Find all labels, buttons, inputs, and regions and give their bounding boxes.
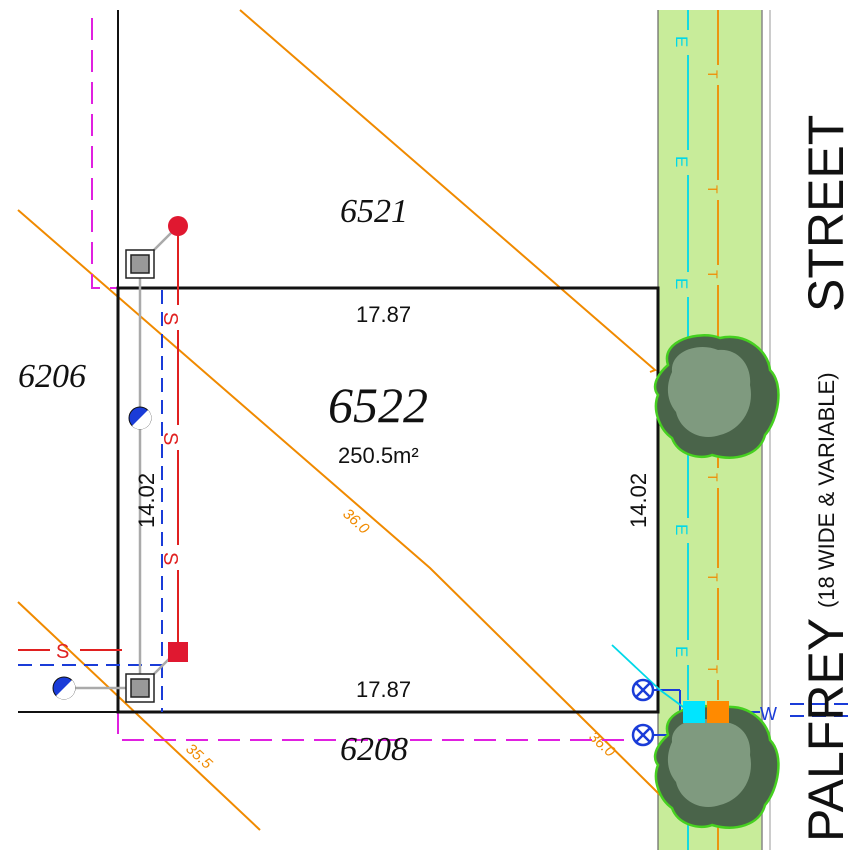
easement-south xyxy=(117,712,640,741)
lot-main-number: 6522 xyxy=(328,377,428,433)
contour-lines xyxy=(17,9,661,831)
sewer-inspection-point-icon xyxy=(168,642,188,662)
contour-36-main xyxy=(17,209,661,796)
sewer-label-1: S xyxy=(159,312,181,325)
contour-label-36-lower: 36.0 xyxy=(585,728,619,761)
dim-right: 14.02 xyxy=(626,473,651,528)
electric-pit-icon xyxy=(683,701,705,723)
water-valve-south-icon xyxy=(631,723,655,747)
sewer-label-west: S xyxy=(56,641,69,663)
contour-label-355: 35.5 xyxy=(182,740,216,773)
sewer-main xyxy=(18,228,179,651)
water-valve-north-icon xyxy=(631,678,655,702)
sewer-manhole-icon xyxy=(168,216,188,236)
sewer-label-3: S xyxy=(159,552,181,565)
telecom-label-5: T xyxy=(705,473,721,482)
sewer-label-2: S xyxy=(159,432,181,445)
street-tree-north-icon xyxy=(653,334,780,459)
easement-lines xyxy=(91,18,640,741)
street-tree-south-icon xyxy=(653,704,780,829)
lot-south-number: 6208 xyxy=(340,731,408,768)
water-code-label: W xyxy=(760,704,777,724)
electric-label-1: E xyxy=(672,36,691,47)
telecom-label-2: T xyxy=(705,185,721,194)
street-name-part2: STREET xyxy=(798,115,854,312)
electric-label-2: E xyxy=(672,156,691,167)
telecom-label-3: T xyxy=(705,270,721,279)
lot-6522-boundary xyxy=(116,286,660,714)
contour-upper-right xyxy=(239,9,657,373)
lot-north-number: 6521 xyxy=(340,193,408,230)
contour-355 xyxy=(17,601,261,831)
water-meter-icon xyxy=(128,406,152,430)
dim-left: 14.02 xyxy=(134,473,159,528)
junction-pit-north-icon xyxy=(125,249,155,279)
lot-main-area: 250.5m² xyxy=(338,443,419,468)
electric-label-5: E xyxy=(672,524,691,535)
telecom-label-7: T xyxy=(705,665,721,674)
lot-west-number: 6206 xyxy=(18,358,86,395)
telecom-pit-icon xyxy=(707,701,729,723)
neighbour-boundaries xyxy=(18,10,119,713)
service-connection-lines xyxy=(66,227,177,690)
junction-pit-south-icon xyxy=(125,673,155,703)
water-main xyxy=(18,290,854,717)
street-note: (18 WIDE & VARIABLE) xyxy=(814,372,839,608)
water-meter-west-icon xyxy=(52,676,76,700)
electric-label-3: E xyxy=(672,278,691,289)
electric-label-6: E xyxy=(672,646,691,657)
telecom-label-1: T xyxy=(705,70,721,79)
lot-boundaries xyxy=(116,286,660,714)
telecom-label-6: T xyxy=(705,573,721,582)
dim-top: 17.87 xyxy=(356,302,411,327)
easement-west xyxy=(91,18,118,289)
contour-label-36-main: 36.0 xyxy=(339,505,373,538)
dim-bottom: 17.87 xyxy=(356,677,411,702)
street-name-part1: PALFREY xyxy=(798,618,854,842)
